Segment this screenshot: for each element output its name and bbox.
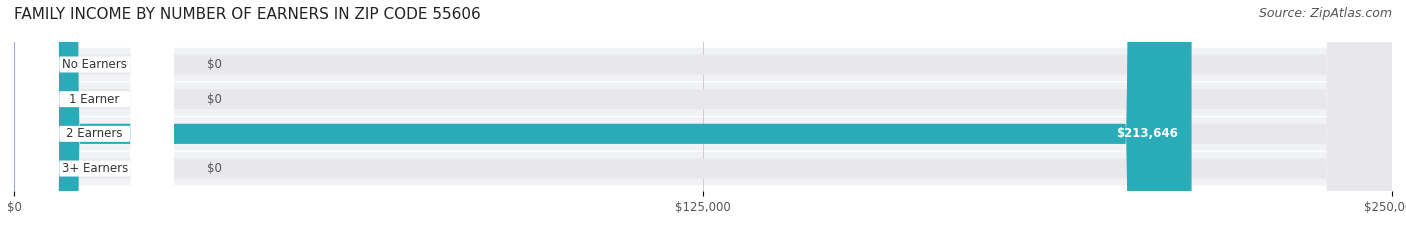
FancyBboxPatch shape [15,0,174,233]
Text: $213,646: $213,646 [1116,127,1178,140]
Text: 3+ Earners: 3+ Earners [62,162,128,175]
Text: $0: $0 [207,162,222,175]
FancyBboxPatch shape [14,0,1392,233]
FancyBboxPatch shape [15,0,174,233]
FancyBboxPatch shape [14,0,39,233]
FancyBboxPatch shape [14,0,39,233]
FancyBboxPatch shape [14,82,1392,116]
Text: $0: $0 [207,58,222,71]
FancyBboxPatch shape [14,0,39,233]
Text: 1 Earner: 1 Earner [69,93,120,106]
FancyBboxPatch shape [14,0,1392,233]
FancyBboxPatch shape [14,0,1191,233]
Text: FAMILY INCOME BY NUMBER OF EARNERS IN ZIP CODE 55606: FAMILY INCOME BY NUMBER OF EARNERS IN ZI… [14,7,481,22]
FancyBboxPatch shape [14,0,1392,233]
FancyBboxPatch shape [14,117,1392,151]
FancyBboxPatch shape [14,0,1392,233]
FancyBboxPatch shape [15,0,174,233]
Text: 2 Earners: 2 Earners [66,127,122,140]
FancyBboxPatch shape [15,0,174,233]
Text: $0: $0 [207,93,222,106]
Text: No Earners: No Earners [62,58,127,71]
FancyBboxPatch shape [14,152,1392,185]
Text: Source: ZipAtlas.com: Source: ZipAtlas.com [1258,7,1392,20]
FancyBboxPatch shape [14,48,1392,81]
